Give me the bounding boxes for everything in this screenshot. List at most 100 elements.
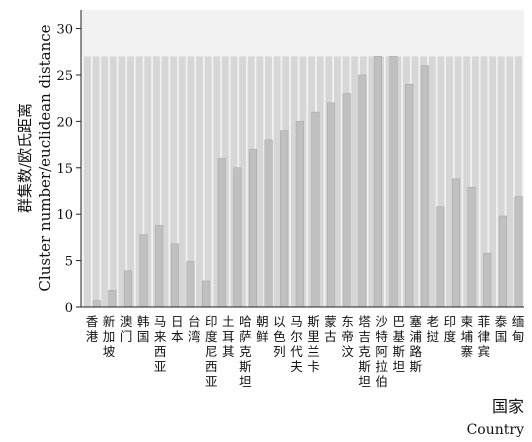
y-tick-label: 20 — [56, 115, 73, 130]
x-category-char: 台 — [188, 314, 201, 329]
x-category-char: 朝 — [256, 314, 269, 329]
x-category-char: 坦 — [239, 374, 252, 389]
value-bar — [515, 197, 523, 307]
x-category-label: 缅甸 — [512, 314, 525, 344]
x-category-char: 古 — [324, 329, 337, 344]
value-bar — [202, 281, 210, 307]
y-axis-title-en: Cluster number/euclidean distance — [36, 24, 54, 291]
value-bar — [359, 75, 367, 307]
x-category-char: 门 — [120, 329, 133, 344]
x-category-label: 印度 — [444, 314, 457, 344]
value-bar — [249, 149, 257, 307]
x-axis-title-en: Country — [467, 422, 524, 438]
value-bar — [265, 140, 273, 307]
background-bar — [205, 56, 212, 307]
x-category-char: 亚 — [154, 359, 167, 374]
x-category-char: 路 — [410, 344, 423, 359]
x-category-label: 蒙古 — [324, 314, 337, 344]
x-category-char: 尔 — [290, 329, 303, 344]
x-category-label: 沙特阿拉伯 — [375, 314, 388, 389]
value-bar — [93, 301, 101, 307]
value-bar — [234, 168, 242, 307]
value-bar — [312, 112, 320, 307]
x-category-char: 克 — [239, 344, 252, 359]
x-category-label: 新加坡 — [103, 314, 116, 359]
x-category-char: 律 — [478, 329, 491, 344]
value-bar — [124, 271, 131, 307]
y-tick-label: 0 — [65, 301, 73, 316]
value-bar — [452, 179, 460, 307]
x-category-char: 甸 — [512, 329, 525, 344]
background-bar — [101, 56, 108, 307]
value-bar — [499, 216, 507, 307]
x-category-label: 巴基斯坦 — [392, 314, 405, 374]
x-category-char: 其 — [222, 344, 235, 359]
x-category-char: 西 — [205, 359, 218, 374]
x-category-char: 湾 — [188, 329, 201, 344]
value-bar — [296, 121, 304, 307]
value-bar — [421, 66, 429, 307]
x-category-label: 日本 — [171, 314, 184, 344]
x-category-label: 东帝汶 — [341, 314, 354, 359]
value-bar — [171, 244, 179, 307]
x-category-char: 西 — [154, 344, 167, 359]
value-bar — [140, 235, 148, 307]
background-bar — [446, 56, 453, 307]
x-category-char: 帝 — [341, 329, 354, 344]
x-category-char: 港 — [86, 329, 99, 344]
y-axis-title-zh: 群集数/欧氏距离 — [16, 103, 34, 213]
x-category-label: 台湾 — [188, 314, 201, 344]
x-category-char: 挝 — [427, 329, 440, 344]
x-category-char: 卡 — [307, 359, 320, 374]
x-category-char: 特 — [375, 329, 388, 344]
x-category-char: 坦 — [358, 374, 371, 389]
x-category-char: 浦 — [410, 329, 423, 344]
x-category-char: 加 — [103, 329, 116, 344]
value-bar — [390, 56, 398, 307]
x-category-char: 里 — [307, 329, 320, 344]
x-category-char: 尼 — [205, 344, 218, 359]
x-category-char: 度 — [444, 329, 457, 344]
x-category-char: 印 — [444, 314, 457, 329]
background-bar — [93, 56, 100, 307]
x-axis-labels: 香港新加坡澳门韩国马来西亚日本台湾印度尼西亚土耳其哈萨克斯坦朝鲜以色列马尔代夫斯… — [86, 314, 525, 389]
x-category-char: 塞 — [410, 314, 423, 329]
x-category-label: 菲律宾 — [478, 314, 491, 359]
x-category-label: 马来西亚 — [154, 314, 167, 374]
background-bar — [274, 56, 281, 307]
x-category-char: 拉 — [375, 359, 388, 374]
x-category-char: 蒙 — [324, 314, 337, 329]
x-category-char: 萨 — [239, 329, 252, 344]
y-tick-label: 10 — [56, 208, 73, 223]
x-category-char: 印 — [205, 314, 218, 329]
x-category-label: 香港 — [86, 314, 99, 344]
x-axis-title-zh: 国家 — [492, 397, 524, 416]
x-category-char: 耳 — [222, 329, 235, 344]
value-bar — [327, 103, 335, 307]
x-category-char: 列 — [273, 344, 286, 359]
x-category-char: 斯 — [239, 359, 252, 374]
y-tick-label: 5 — [65, 255, 73, 270]
x-category-char: 来 — [154, 329, 167, 344]
x-category-label: 斯里兰卡 — [307, 314, 320, 374]
background-bar — [127, 56, 134, 307]
y-tick-label: 30 — [56, 23, 73, 38]
x-category-char: 日 — [171, 314, 184, 329]
x-category-char: 香 — [86, 314, 99, 329]
x-category-char: 斯 — [392, 344, 405, 359]
background-bar — [196, 56, 203, 307]
x-category-char: 斯 — [307, 314, 320, 329]
x-category-char: 马 — [154, 314, 167, 329]
background-bar — [110, 56, 117, 307]
x-category-char: 以 — [273, 314, 286, 329]
value-bar — [218, 159, 226, 308]
x-category-char: 兰 — [307, 344, 320, 359]
x-category-char: 柬 — [461, 314, 474, 329]
x-category-label: 柬埔寨 — [461, 314, 474, 359]
x-category-char: 代 — [290, 344, 303, 359]
x-category-char: 塔 — [358, 314, 371, 329]
